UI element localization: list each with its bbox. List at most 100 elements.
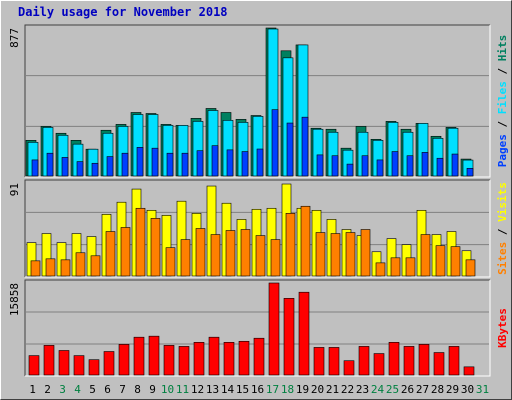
- bevel: [25, 180, 491, 278]
- bar: [31, 159, 39, 177]
- bar: [60, 259, 71, 277]
- legend-entry: Visits: [496, 182, 509, 222]
- x-tick-label: 24: [371, 383, 385, 396]
- bar: [463, 366, 475, 376]
- bar: [343, 360, 355, 376]
- bar: [178, 346, 190, 376]
- bar: [420, 234, 431, 277]
- legend: KBytes: [496, 308, 509, 348]
- bar: [163, 345, 175, 376]
- y-tick-label: 91: [8, 183, 21, 196]
- bar: [283, 298, 295, 376]
- bevel: [24, 24, 490, 177]
- bar: [223, 342, 235, 376]
- bar: [315, 232, 326, 277]
- bar: [150, 218, 161, 277]
- bar: [181, 152, 189, 177]
- bar: [193, 342, 205, 376]
- bar: [376, 159, 384, 177]
- x-tick-label: 29: [446, 383, 459, 396]
- bar: [418, 344, 430, 376]
- bevel: [24, 179, 490, 277]
- legend: Sites / Visits: [496, 182, 509, 275]
- x-tick-label: 23: [356, 383, 369, 396]
- bevel: [24, 279, 490, 376]
- x-tick-label: 4: [74, 383, 81, 396]
- bar: [75, 252, 86, 277]
- bar: [256, 148, 264, 177]
- bar: [403, 346, 415, 376]
- bar: [211, 145, 219, 177]
- chart-title: Daily usage for November 2018: [18, 5, 228, 19]
- bar: [88, 359, 100, 376]
- bar: [421, 152, 429, 177]
- bar: [375, 262, 386, 277]
- x-tick-label: 14: [221, 383, 235, 396]
- bar: [436, 157, 444, 177]
- bar: [448, 346, 460, 376]
- x-tick-label: 27: [416, 383, 429, 396]
- x-tick-label: 17: [266, 383, 279, 396]
- legend-entry: Sites: [496, 242, 509, 275]
- bar: [180, 239, 191, 277]
- x-tick-label: 31: [476, 383, 489, 396]
- legend-entry: Pages: [496, 134, 509, 167]
- bar: [148, 335, 160, 376]
- bar: [360, 229, 371, 277]
- bar: [105, 231, 116, 277]
- bar: [361, 155, 369, 177]
- legend-separator: /: [496, 61, 509, 81]
- bar: [450, 246, 461, 277]
- bar: [286, 122, 294, 177]
- x-tick-label: 10: [161, 383, 174, 396]
- bar: [345, 232, 356, 277]
- legend-separator: /: [496, 114, 509, 134]
- bar: [165, 247, 176, 277]
- bar: [225, 230, 236, 277]
- bar: [253, 337, 265, 376]
- bar: [240, 229, 251, 277]
- y-tick-label: 877: [8, 28, 21, 48]
- bar: [466, 167, 474, 177]
- bevel: [25, 25, 491, 178]
- bar: [28, 355, 40, 376]
- bar: [135, 207, 146, 277]
- bar: [255, 235, 266, 277]
- bar: [268, 282, 280, 376]
- x-tick-label: 5: [89, 383, 96, 396]
- bar: [196, 150, 204, 177]
- bar: [76, 161, 84, 177]
- legend-entry: KBytes: [496, 308, 509, 348]
- x-tick-label: 8: [134, 383, 141, 396]
- bar: [208, 336, 220, 376]
- bar: [451, 153, 459, 177]
- bar: [388, 342, 400, 376]
- x-tick-label: 21: [326, 383, 339, 396]
- bar: [58, 350, 70, 376]
- bar: [133, 336, 145, 376]
- bar: [46, 152, 54, 177]
- x-tick-label: 13: [206, 383, 219, 396]
- bar: [43, 345, 55, 376]
- bar: [301, 116, 309, 177]
- bar: [226, 149, 234, 177]
- x-tick-label: 1: [29, 383, 36, 396]
- bar: [90, 255, 101, 277]
- x-tick-label: 19: [296, 383, 309, 396]
- bar: [406, 155, 414, 177]
- bar: [121, 152, 129, 177]
- bar: [238, 340, 250, 376]
- x-tick-label: 7: [119, 383, 126, 396]
- bar: [330, 233, 341, 277]
- legend-entry: Hits: [496, 35, 509, 62]
- bar: [405, 257, 416, 277]
- bar: [91, 162, 99, 177]
- x-tick-label: 3: [59, 383, 66, 396]
- bar: [120, 227, 131, 277]
- x-tick-label: 22: [341, 383, 354, 396]
- bar: [210, 234, 221, 277]
- bar: [300, 205, 311, 277]
